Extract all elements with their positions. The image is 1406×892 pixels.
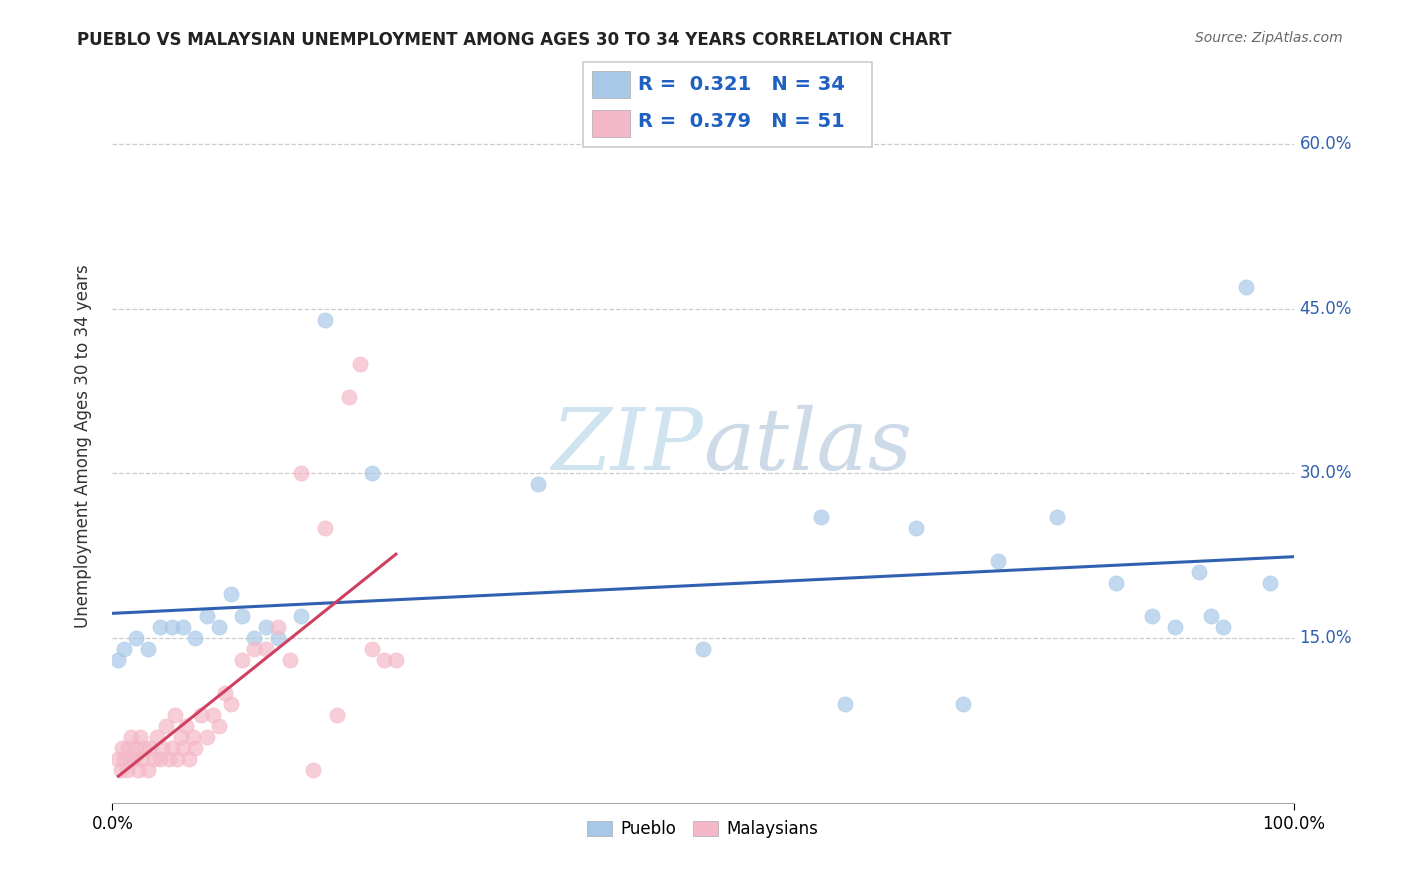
Legend: Pueblo, Malaysians: Pueblo, Malaysians bbox=[581, 814, 825, 845]
Point bbox=[267, 631, 290, 645]
Point bbox=[201, 708, 224, 723]
Point bbox=[120, 730, 142, 744]
Point bbox=[134, 740, 156, 755]
Point bbox=[122, 752, 145, 766]
Point bbox=[302, 763, 325, 777]
Point bbox=[127, 763, 149, 777]
Point bbox=[170, 730, 193, 744]
Point bbox=[385, 653, 408, 667]
Point bbox=[112, 752, 135, 766]
Bar bbox=[592, 110, 630, 137]
Point bbox=[337, 390, 360, 404]
Point bbox=[1164, 620, 1187, 634]
Point bbox=[904, 521, 927, 535]
Point bbox=[110, 763, 132, 777]
Point bbox=[172, 620, 194, 634]
Point bbox=[120, 752, 142, 766]
Text: 45.0%: 45.0% bbox=[1299, 300, 1351, 318]
Point bbox=[231, 653, 253, 667]
Point bbox=[190, 708, 212, 723]
Point bbox=[214, 686, 236, 700]
Point bbox=[179, 752, 201, 766]
Point bbox=[254, 620, 277, 634]
Text: PUEBLO VS MALAYSIAN UNEMPLOYMENT AMONG AGES 30 TO 34 YEARS CORRELATION CHART: PUEBLO VS MALAYSIAN UNEMPLOYMENT AMONG A… bbox=[77, 31, 952, 49]
Point bbox=[160, 740, 183, 755]
Point bbox=[834, 697, 856, 711]
Point bbox=[128, 730, 150, 744]
Point bbox=[174, 719, 197, 733]
Point bbox=[290, 467, 312, 481]
Point bbox=[115, 763, 138, 777]
Point bbox=[149, 752, 172, 766]
Point bbox=[1140, 609, 1163, 624]
Point bbox=[112, 642, 135, 657]
Point bbox=[149, 620, 172, 634]
Point bbox=[231, 609, 253, 624]
Point bbox=[219, 697, 242, 711]
Point bbox=[157, 752, 180, 766]
Point bbox=[107, 653, 129, 667]
Point bbox=[131, 752, 153, 766]
Point bbox=[142, 752, 165, 766]
Point bbox=[146, 730, 169, 744]
Point bbox=[373, 653, 395, 667]
Point bbox=[326, 708, 349, 723]
Point bbox=[243, 642, 266, 657]
Point bbox=[111, 740, 134, 755]
Point bbox=[125, 740, 148, 755]
Point bbox=[117, 740, 139, 755]
Point bbox=[208, 719, 231, 733]
Text: 60.0%: 60.0% bbox=[1299, 135, 1351, 153]
Text: R =  0.321   N = 34: R = 0.321 N = 34 bbox=[638, 75, 845, 94]
Text: atlas: atlas bbox=[703, 405, 912, 487]
Point bbox=[136, 642, 159, 657]
Point bbox=[349, 357, 371, 371]
Point bbox=[136, 763, 159, 777]
Point bbox=[172, 740, 194, 755]
Point bbox=[155, 719, 177, 733]
Point bbox=[1258, 576, 1281, 591]
Point bbox=[267, 620, 290, 634]
Point bbox=[692, 642, 714, 657]
Point bbox=[952, 697, 974, 711]
Point bbox=[107, 752, 129, 766]
Point bbox=[290, 609, 312, 624]
Point bbox=[1105, 576, 1128, 591]
Point bbox=[526, 477, 548, 491]
Point bbox=[1212, 620, 1234, 634]
Point bbox=[254, 642, 277, 657]
Point bbox=[278, 653, 301, 667]
Text: R =  0.379   N = 51: R = 0.379 N = 51 bbox=[638, 112, 845, 131]
Point bbox=[195, 730, 218, 744]
Text: 30.0%: 30.0% bbox=[1299, 465, 1353, 483]
Point bbox=[1234, 280, 1257, 294]
Y-axis label: Unemployment Among Ages 30 to 34 years: Unemployment Among Ages 30 to 34 years bbox=[73, 264, 91, 628]
Point bbox=[139, 740, 162, 755]
Point bbox=[160, 620, 183, 634]
Point bbox=[165, 708, 187, 723]
Text: Source: ZipAtlas.com: Source: ZipAtlas.com bbox=[1195, 31, 1343, 45]
Point bbox=[150, 740, 173, 755]
Point bbox=[195, 609, 218, 624]
Point bbox=[184, 631, 207, 645]
Point bbox=[314, 312, 336, 326]
Point bbox=[314, 521, 336, 535]
Point bbox=[1199, 609, 1222, 624]
Point bbox=[181, 730, 204, 744]
Point bbox=[184, 740, 207, 755]
Point bbox=[208, 620, 231, 634]
Point bbox=[219, 587, 242, 601]
Text: ZIP: ZIP bbox=[551, 405, 703, 487]
Point bbox=[361, 642, 384, 657]
Point bbox=[125, 631, 148, 645]
Point bbox=[361, 467, 384, 481]
Point bbox=[243, 631, 266, 645]
Bar bbox=[592, 71, 630, 98]
Point bbox=[166, 752, 188, 766]
Text: 15.0%: 15.0% bbox=[1299, 629, 1353, 647]
Point bbox=[810, 510, 832, 524]
Point bbox=[1046, 510, 1069, 524]
Point bbox=[1188, 566, 1211, 580]
Point bbox=[987, 554, 1010, 568]
